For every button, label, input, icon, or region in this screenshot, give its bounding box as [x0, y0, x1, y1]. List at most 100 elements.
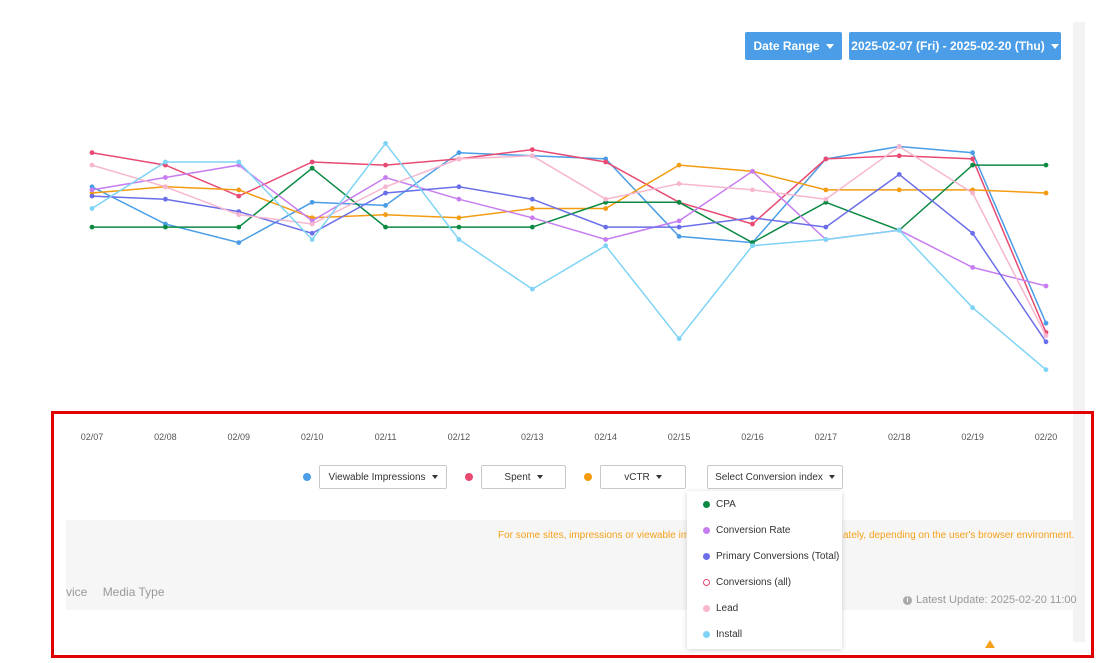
data-point[interactable] — [89, 187, 95, 193]
metric1-select[interactable]: Viewable Impressions — [319, 465, 447, 489]
data-point[interactable] — [970, 265, 976, 270]
data-point[interactable] — [896, 172, 902, 177]
metric3-select[interactable]: vCTR — [600, 465, 686, 489]
data-point[interactable] — [309, 199, 315, 205]
dropdown-option-conversion-rate[interactable]: Conversion Rate — [687, 517, 842, 543]
data-point[interactable] — [970, 150, 976, 156]
data-point[interactable] — [529, 147, 535, 153]
data-point[interactable] — [1043, 162, 1049, 168]
data-point[interactable] — [529, 206, 535, 211]
data-point[interactable] — [383, 184, 388, 190]
data-point[interactable] — [162, 196, 168, 202]
data-point[interactable] — [236, 193, 242, 199]
data-point[interactable] — [823, 196, 829, 202]
dropdown-option-install[interactable]: Install — [687, 621, 842, 647]
data-point[interactable] — [456, 184, 462, 190]
data-point[interactable] — [1043, 190, 1049, 196]
data-point[interactable] — [309, 221, 315, 227]
data-point[interactable] — [236, 240, 242, 246]
data-point[interactable] — [676, 224, 682, 230]
data-point[interactable] — [456, 215, 462, 221]
data-point[interactable] — [603, 224, 609, 230]
data-point[interactable] — [676, 199, 682, 205]
data-point[interactable] — [383, 141, 388, 146]
data-point[interactable] — [383, 224, 388, 230]
dropdown-option-cpa[interactable]: CPA — [687, 491, 842, 517]
data-point[interactable] — [236, 212, 242, 218]
data-point[interactable] — [236, 159, 242, 165]
data-point[interactable] — [456, 150, 462, 156]
data-point[interactable] — [89, 224, 95, 230]
data-point[interactable] — [970, 305, 976, 311]
data-point[interactable] — [529, 196, 535, 202]
data-point[interactable] — [162, 175, 168, 180]
data-point[interactable] — [383, 203, 388, 208]
data-point[interactable] — [383, 162, 388, 168]
date-range-button[interactable]: Date Range — [745, 32, 842, 60]
data-point[interactable] — [1043, 367, 1049, 373]
data-point[interactable] — [970, 162, 976, 168]
data-point[interactable] — [823, 237, 829, 242]
conversion-index-select[interactable]: Select Conversion index — [707, 465, 843, 489]
tab-media-type[interactable]: Media Type — [102, 585, 165, 599]
data-point[interactable] — [676, 234, 682, 239]
data-point[interactable] — [89, 150, 95, 156]
data-point[interactable] — [89, 162, 95, 168]
data-point[interactable] — [676, 336, 682, 342]
data-point[interactable] — [309, 165, 315, 171]
data-point[interactable] — [750, 187, 755, 193]
data-point[interactable] — [896, 227, 902, 233]
data-point[interactable] — [896, 144, 902, 149]
data-point[interactable] — [603, 206, 609, 211]
data-point[interactable] — [456, 224, 462, 230]
data-point[interactable] — [603, 159, 609, 165]
data-point[interactable] — [529, 224, 535, 230]
data-point[interactable] — [529, 215, 535, 221]
data-point[interactable] — [383, 175, 388, 180]
metric2-select[interactable]: Spent — [481, 465, 566, 489]
data-point[interactable] — [529, 286, 535, 292]
scrollbar[interactable] — [1073, 22, 1085, 642]
data-point[interactable] — [676, 181, 682, 187]
data-point[interactable] — [603, 237, 609, 242]
data-point[interactable] — [309, 237, 315, 242]
data-point[interactable] — [823, 156, 829, 162]
data-point[interactable] — [309, 230, 315, 236]
data-point[interactable] — [750, 243, 755, 249]
data-point[interactable] — [162, 159, 168, 165]
data-point[interactable] — [896, 187, 902, 193]
data-point[interactable] — [970, 230, 976, 236]
data-point[interactable] — [89, 206, 95, 211]
data-point[interactable] — [383, 190, 388, 196]
data-point[interactable] — [970, 156, 976, 162]
data-point[interactable] — [603, 196, 609, 202]
data-point[interactable] — [162, 184, 168, 190]
tab-device[interactable]: vice — [66, 585, 88, 599]
data-point[interactable] — [456, 196, 462, 202]
data-point[interactable] — [383, 212, 388, 218]
data-point[interactable] — [970, 190, 976, 196]
data-point[interactable] — [750, 168, 755, 174]
data-point[interactable] — [1043, 333, 1049, 338]
data-point[interactable] — [823, 187, 829, 193]
data-point[interactable] — [236, 187, 242, 193]
data-point[interactable] — [236, 224, 242, 230]
data-point[interactable] — [456, 237, 462, 242]
data-point[interactable] — [603, 243, 609, 249]
data-point[interactable] — [676, 218, 682, 224]
data-point[interactable] — [456, 156, 462, 162]
dropdown-option-conversions-all[interactable]: Conversions (all) — [687, 569, 842, 595]
data-point[interactable] — [676, 162, 682, 168]
dropdown-option-lead[interactable]: Lead — [687, 595, 842, 621]
data-point[interactable] — [823, 224, 829, 230]
data-point[interactable] — [162, 224, 168, 230]
data-point[interactable] — [89, 193, 95, 199]
data-point[interactable] — [750, 215, 755, 221]
data-point[interactable] — [1043, 339, 1049, 345]
data-point[interactable] — [309, 159, 315, 165]
data-point[interactable] — [529, 153, 535, 159]
data-point[interactable] — [1043, 320, 1049, 326]
data-point[interactable] — [896, 153, 902, 159]
data-point[interactable] — [1043, 283, 1049, 289]
date-range-picker[interactable]: 2025-02-07 (Fri) - 2025-02-20 (Thu) — [849, 32, 1061, 60]
